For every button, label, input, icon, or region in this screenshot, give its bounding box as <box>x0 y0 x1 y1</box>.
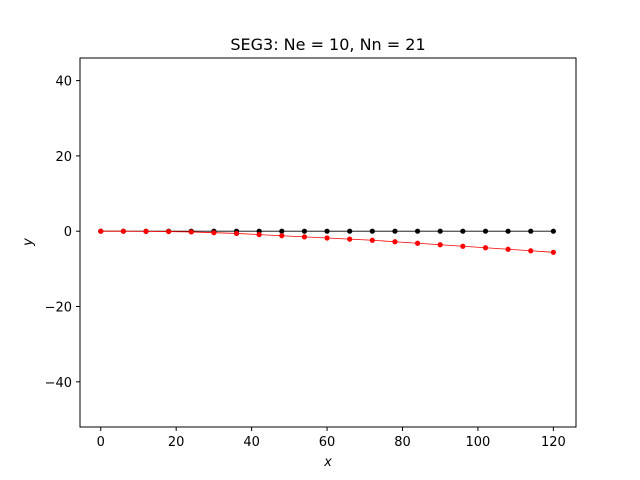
x-tick-label: 40 <box>243 435 260 450</box>
series-0-point <box>460 228 466 234</box>
series-1-point <box>505 246 511 252</box>
x-tick-label: 20 <box>168 435 185 450</box>
series-1-point <box>256 231 262 238</box>
series-0-point <box>347 228 353 234</box>
x-tick-label: 0 <box>97 435 105 450</box>
y-tick-label: −40 <box>45 376 72 391</box>
series-1-point <box>279 233 285 239</box>
series-1-point <box>166 228 172 235</box>
series-1-point <box>528 248 534 254</box>
series-1-point <box>143 228 149 234</box>
series-0-point <box>279 228 285 234</box>
series-1-point <box>482 245 489 251</box>
series-0-point <box>550 228 556 234</box>
x-axis-label: x <box>323 455 332 470</box>
series-0-point <box>324 228 330 234</box>
series-1-point <box>414 240 421 246</box>
ticks-layer: 0 20 40 60 80 100 120 −40 −20 0 20 40 <box>45 75 566 450</box>
plot-frame <box>79 57 577 428</box>
series-0-point <box>414 228 421 234</box>
y-tick-label: 0 <box>64 225 72 240</box>
series-1-point <box>120 228 126 234</box>
series-1-point <box>98 228 104 234</box>
series-1-point <box>437 242 443 248</box>
chart-title: SEG3: Ne = 10, Nn = 21 <box>230 35 425 54</box>
y-axis-label: y <box>21 238 36 247</box>
series-1-point <box>211 230 217 236</box>
series-0-point <box>369 228 375 234</box>
series-layer <box>98 228 556 255</box>
series-1-point <box>369 237 375 243</box>
series-1-point <box>188 229 194 235</box>
series-1-point <box>233 230 240 237</box>
x-tick-label: 60 <box>319 435 336 450</box>
series-1 <box>98 228 556 255</box>
series-1-point <box>460 243 466 249</box>
x-tick-label: 100 <box>466 435 491 450</box>
series-0-point <box>528 228 534 234</box>
series-0-point <box>301 228 308 234</box>
y-tick-label: 40 <box>55 75 72 90</box>
x-tick-label: 120 <box>541 435 566 450</box>
series-0-point <box>437 228 443 234</box>
x-tick-label: 80 <box>394 435 411 450</box>
series-0-point <box>392 228 398 234</box>
y-tick-label: −20 <box>45 301 72 316</box>
y-tick-label: 20 <box>55 150 72 165</box>
series-1-point <box>324 235 330 241</box>
series-1-point <box>301 234 308 240</box>
series-0-point <box>482 228 489 234</box>
series-1-point <box>550 249 556 255</box>
series-0-point <box>505 228 511 234</box>
series-1-point <box>392 239 398 245</box>
series-1-point <box>347 236 353 242</box>
